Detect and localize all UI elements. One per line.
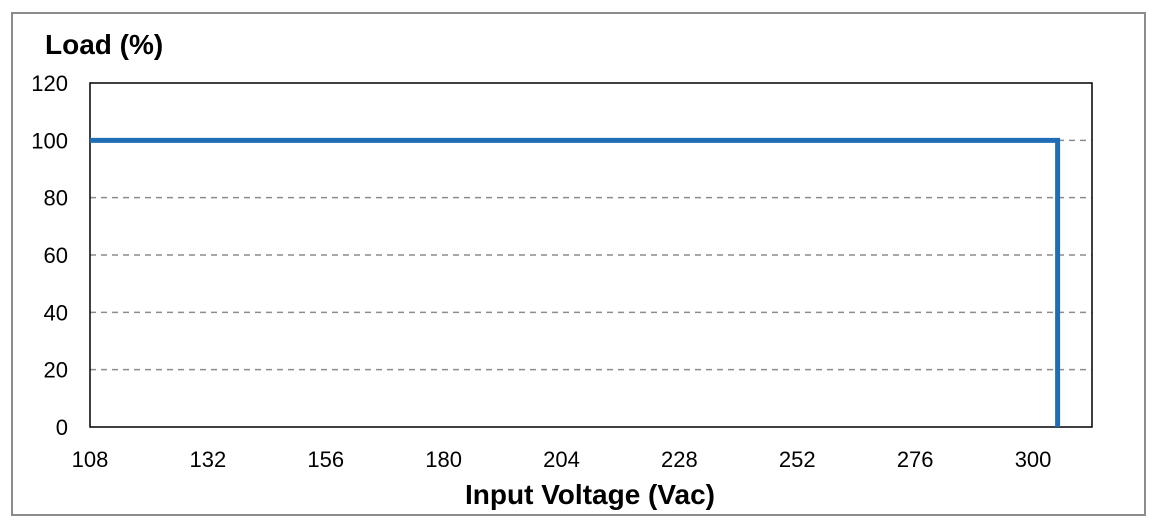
y-tick-label: 80: [44, 186, 68, 211]
x-tick-label: 132: [190, 447, 227, 472]
y-tick-label: 40: [44, 300, 68, 325]
x-tick-label: 180: [425, 447, 462, 472]
y-tick-label: 60: [44, 243, 68, 268]
grid-layer: [90, 139, 1092, 371]
x-tick-labels: 108 132 156 180 204 228 252 276 300: [72, 447, 1052, 472]
x-tick-label: 108: [72, 447, 109, 472]
series-layer: [90, 137, 1061, 427]
outer-border: [11, 12, 1146, 516]
x-axis-title: Input Voltage (Vac): [465, 479, 715, 510]
plot-area: [89, 82, 1093, 428]
y-axis-title: Load (%): [45, 29, 163, 60]
series-line-0: [90, 137, 1061, 427]
y-tick-label: 100: [31, 128, 68, 153]
x-tick-label: 252: [779, 447, 816, 472]
y-tick-label: 20: [44, 358, 68, 383]
y-tick-label: 120: [31, 71, 68, 96]
y-tick-label: 0: [56, 415, 68, 440]
y-tick-labels: 0 20 40 60 80 100 120: [31, 71, 68, 440]
x-tick-label: 228: [661, 447, 698, 472]
x-tick-label: 156: [307, 447, 344, 472]
x-tick-label: 204: [543, 447, 580, 472]
x-tick-label: 300: [1015, 447, 1052, 472]
x-tick-label: 276: [897, 447, 934, 472]
